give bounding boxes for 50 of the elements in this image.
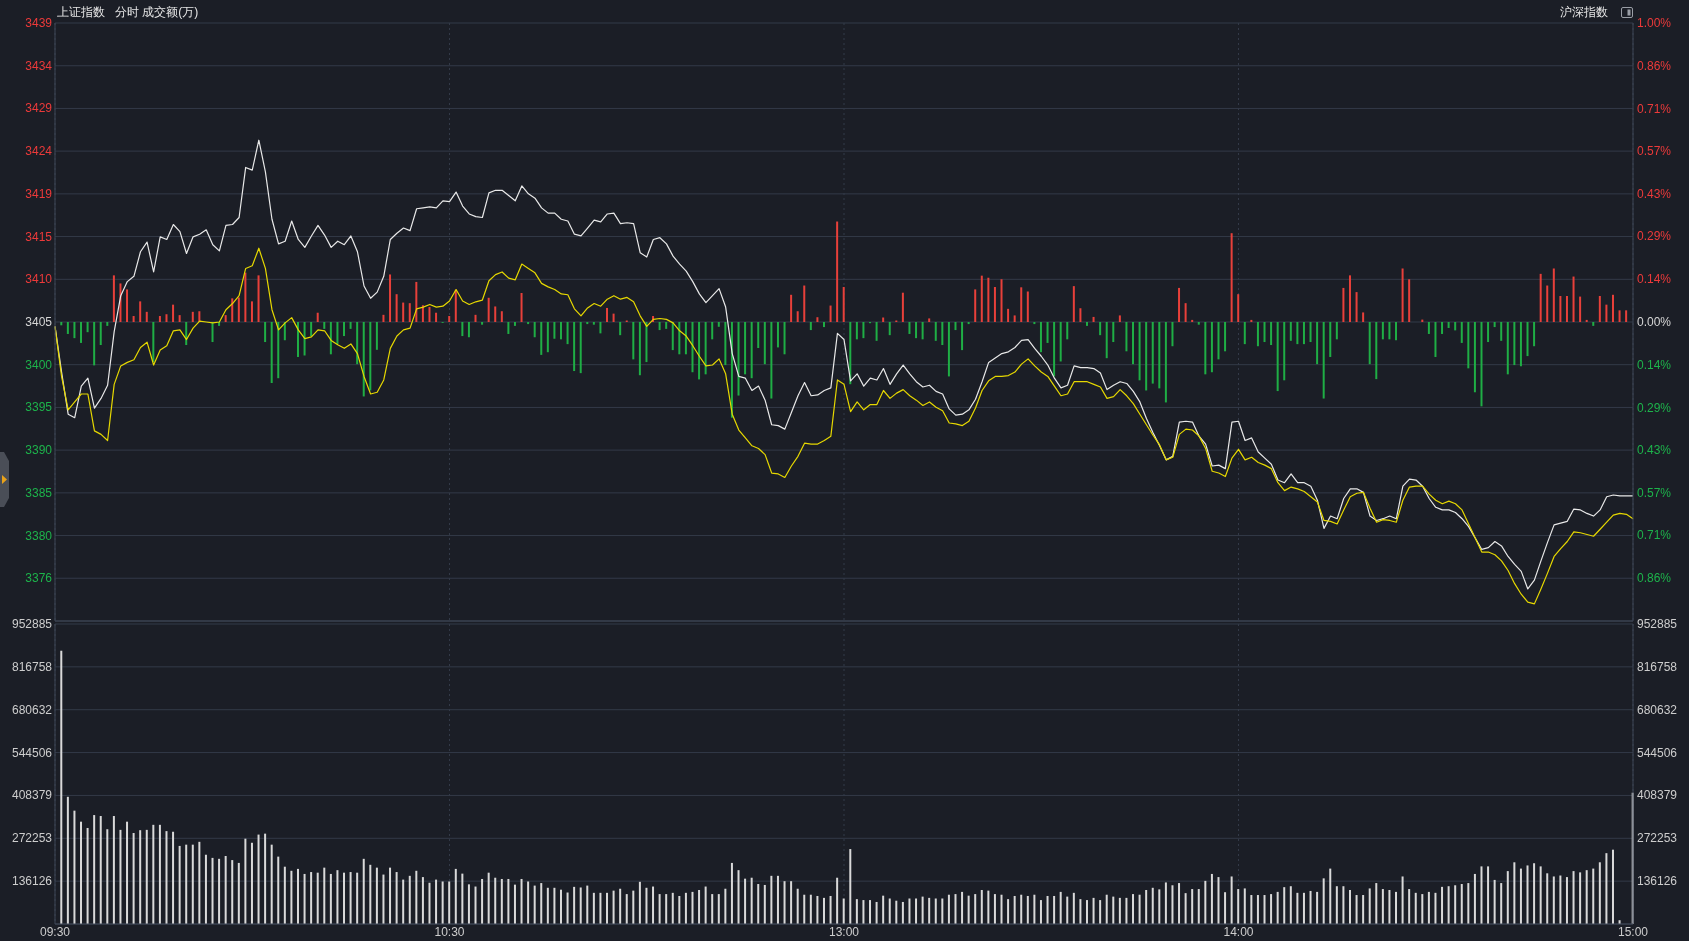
chart-title: 上证指数: [57, 5, 105, 19]
x-tick-label: 10:30: [434, 925, 465, 939]
y-tick-label: 272253: [11, 831, 53, 846]
y2-tick-label: 816758: [1637, 659, 1678, 674]
y2-tick-label: 0.71%: [1637, 528, 1672, 543]
y2-tick-label: 0.86%: [1637, 58, 1672, 73]
y2-tick-label: 272253: [1637, 831, 1678, 846]
y-tick-label: 3424: [25, 144, 53, 159]
chart-subtitle: 分时 成交额(万): [115, 5, 199, 19]
y-tick-label: 3405: [25, 315, 53, 329]
y-tick-label: 544506: [11, 745, 53, 760]
y2-tick-label: 952885: [1637, 617, 1678, 631]
y-tick-label: 3395: [25, 400, 53, 415]
y-tick-label: 408379: [11, 788, 53, 803]
y2-tick-label: 136126: [1637, 874, 1678, 889]
y2-tick-label: 0.43%: [1637, 186, 1672, 201]
y-tick-label: 816758: [11, 659, 53, 674]
y2-tick-label: 1.00%: [1637, 16, 1672, 30]
y2-tick-label: 0.57%: [1637, 485, 1672, 500]
y-tick-label: 3439: [25, 16, 53, 30]
y2-tick-label: 0.29%: [1637, 229, 1672, 244]
y2-tick-label: 0.86%: [1637, 571, 1672, 586]
y-tick-label: 3410: [25, 272, 53, 287]
y2-tick-label: 0.43%: [1637, 443, 1672, 458]
y2-tick-label: 408379: [1637, 788, 1678, 803]
y-tick-label: 136126: [11, 874, 53, 889]
x-tick-label: 13:00: [828, 925, 860, 939]
y-tick-label: 3415: [25, 229, 53, 244]
y2-tick-label: 0.00%: [1637, 315, 1672, 329]
y-tick-label: 3434: [25, 58, 53, 73]
y-tick-label: 3429: [25, 101, 53, 116]
y-tick-label: 3376: [25, 571, 53, 586]
y2-tick-label: 0.57%: [1637, 144, 1672, 159]
y2-tick-label: 0.29%: [1637, 400, 1672, 415]
y-tick-label: 3419: [25, 186, 53, 201]
y-tick-label: 680632: [11, 702, 53, 717]
text: 沪深指数: [1560, 5, 1608, 19]
y-tick-label: 3390: [25, 443, 53, 458]
y-tick-label: 3380: [25, 528, 53, 543]
y2-tick-label: 0.71%: [1637, 101, 1672, 116]
x-tick-label: 14:00: [1223, 925, 1254, 939]
y2-tick-label: 544506: [1637, 745, 1678, 760]
y2-tick-label: 680632: [1637, 702, 1678, 717]
x-tick-label: 15:00: [1617, 925, 1649, 939]
y-tick-label: 952885: [11, 617, 53, 631]
y2-tick-label: 0.14%: [1637, 357, 1672, 372]
x-tick-label: 09:30: [39, 925, 71, 939]
y-tick-label: 3385: [25, 485, 53, 500]
y2-tick-label: 0.14%: [1637, 272, 1672, 287]
y-tick-label: 3400: [25, 357, 53, 372]
